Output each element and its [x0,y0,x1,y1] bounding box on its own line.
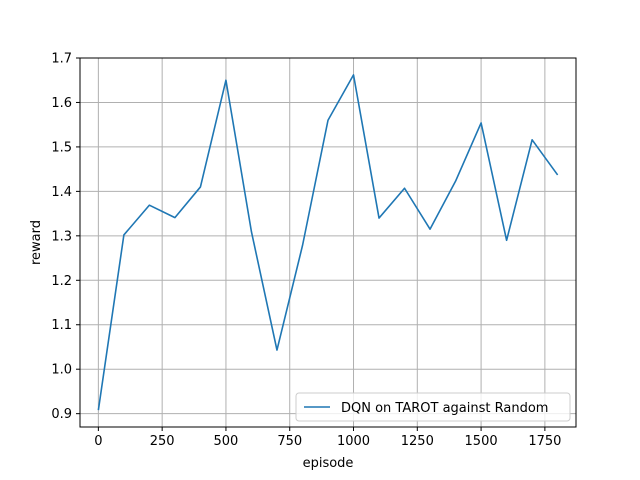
x-tick-label: 1250 [401,434,434,449]
y-tick-label: 1.6 [51,96,72,111]
y-tick-label: 1.4 [51,185,72,200]
y-axis: 0.9 1.0 1.1 1.2 1.3 1.4 1.5 1.6 1.7 [51,52,80,422]
x-tick-label: 1000 [337,434,370,449]
y-tick-label: 1.7 [51,52,72,67]
legend-box [295,392,571,422]
x-tick-label: 500 [214,434,239,449]
y-tick-label: 1.1 [51,318,72,333]
x-tick-label: 250 [150,434,175,449]
x-tick-label: 0 [94,434,102,449]
legend-label: DQN on TAROT against Random [341,401,548,416]
y-axis-label: reward [29,220,44,265]
series-layer [97,74,559,411]
x-axis-label: episode [303,456,354,471]
x-tick-label: 1750 [528,434,561,449]
grid [80,57,576,427]
x-tick-label: 750 [277,434,302,449]
y-tick-label: 1.0 [51,363,72,378]
y-tick-label: 1.5 [51,140,72,155]
x-axis: 0 250 500 750 1000 1250 1500 1750 [94,427,561,449]
y-tick-label: 0.9 [51,407,72,422]
legend: DQN on TAROT against Random [295,392,571,422]
y-tick-label: 1.3 [51,229,72,244]
x-tick-label: 1500 [465,434,498,449]
series-line [97,74,559,411]
plot-frame [79,57,577,428]
y-tick-label: 1.2 [51,274,72,289]
